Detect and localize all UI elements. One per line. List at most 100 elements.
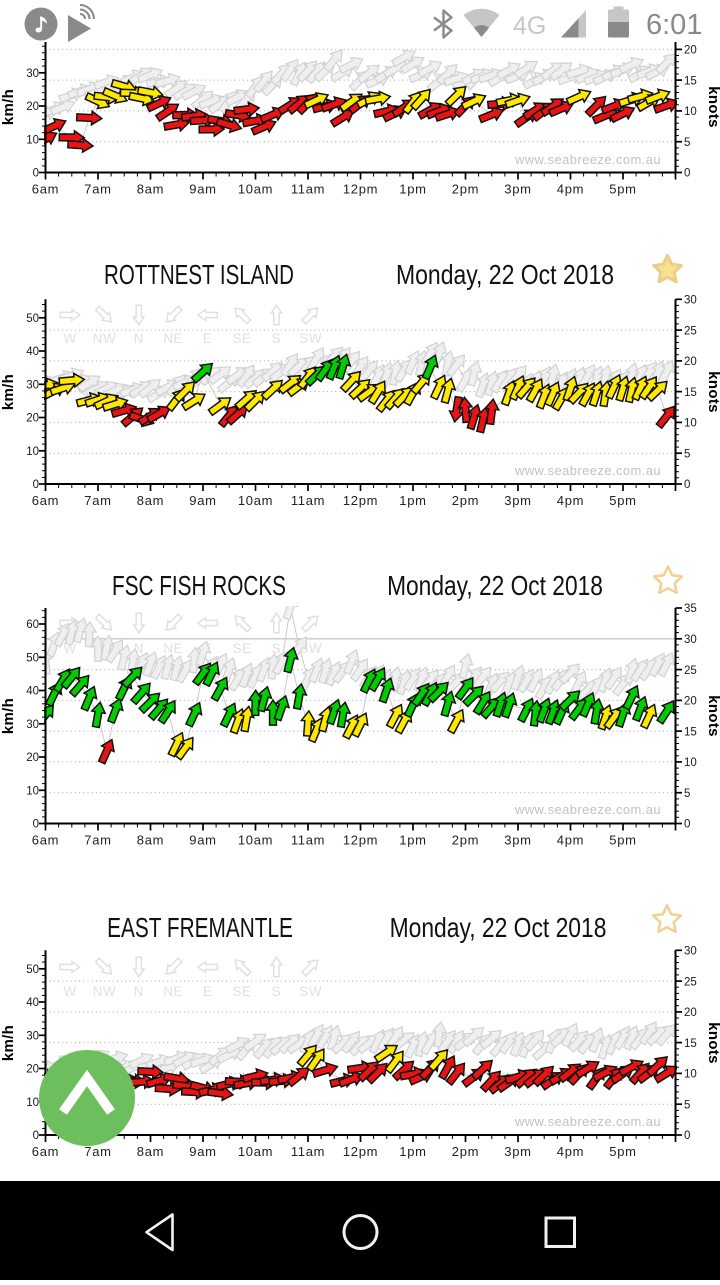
svg-text:0: 0 — [33, 168, 39, 180]
svg-text:2pm: 2pm — [452, 833, 479, 848]
svg-text:NE: NE — [163, 984, 183, 999]
svg-text:11am: 11am — [291, 1144, 325, 1159]
svg-text:5: 5 — [684, 448, 690, 460]
svg-text:20: 20 — [684, 356, 697, 368]
svg-text:20: 20 — [684, 45, 697, 57]
svg-text:50: 50 — [26, 313, 39, 325]
svg-text:40: 40 — [26, 686, 39, 698]
svg-text:3pm: 3pm — [504, 493, 531, 508]
svg-text:10: 10 — [684, 106, 697, 118]
svg-text:6am: 6am — [32, 182, 59, 197]
svg-text:7am: 7am — [84, 833, 111, 848]
svg-text:0: 0 — [33, 1130, 39, 1142]
svg-text:5: 5 — [684, 1099, 690, 1111]
svg-text:0: 0 — [684, 168, 690, 180]
svg-text:30: 30 — [26, 380, 39, 392]
svg-text:W: W — [63, 331, 76, 346]
svg-text:10: 10 — [684, 418, 697, 430]
svg-text:15: 15 — [684, 726, 697, 738]
svg-text:12pm: 12pm — [343, 182, 378, 197]
svg-text:1pm: 1pm — [399, 1144, 426, 1159]
svg-text:2pm: 2pm — [452, 182, 479, 197]
svg-text:1pm: 1pm — [399, 833, 426, 848]
svg-text:35: 35 — [684, 603, 697, 615]
svg-text:N: N — [134, 641, 144, 656]
svg-text:50: 50 — [26, 653, 39, 665]
svg-text:5pm: 5pm — [609, 1144, 636, 1159]
svg-text:4pm: 4pm — [557, 182, 584, 197]
svg-text:7am: 7am — [84, 182, 111, 197]
svg-text:1pm: 1pm — [399, 182, 426, 197]
svg-text:15: 15 — [684, 75, 697, 87]
svg-text:6:01: 6:01 — [646, 9, 702, 41]
svg-text:30: 30 — [684, 634, 697, 646]
svg-text:30: 30 — [26, 68, 39, 80]
svg-text:W: W — [63, 641, 76, 656]
svg-text:9am: 9am — [189, 493, 216, 508]
svg-text:N: N — [134, 984, 144, 999]
svg-text:4G: 4G — [513, 12, 546, 40]
svg-text:Monday, 22 Oct 2018: Monday, 22 Oct 2018 — [396, 260, 614, 291]
svg-text:SE: SE — [232, 331, 251, 346]
svg-text:0: 0 — [684, 819, 690, 831]
svg-text:25: 25 — [684, 325, 697, 337]
svg-text:8am: 8am — [137, 182, 164, 197]
svg-text:10am: 10am — [238, 1144, 273, 1159]
svg-text:4pm: 4pm — [557, 833, 584, 848]
svg-text:2pm: 2pm — [452, 493, 479, 508]
svg-text:5: 5 — [684, 788, 690, 800]
svg-text:www.seabreeze.com.au: www.seabreeze.com.au — [514, 463, 661, 478]
svg-text:20: 20 — [684, 1007, 697, 1019]
svg-text:20: 20 — [26, 1064, 39, 1076]
svg-text:10: 10 — [684, 757, 697, 769]
svg-text:NW: NW — [93, 984, 117, 999]
svg-text:Monday, 22 Oct 2018: Monday, 22 Oct 2018 — [387, 571, 603, 602]
svg-text:8am: 8am — [137, 1144, 164, 1159]
svg-text:NW: NW — [93, 331, 117, 346]
svg-text:W: W — [63, 984, 76, 999]
svg-text:5pm: 5pm — [609, 182, 636, 197]
svg-text:5pm: 5pm — [609, 833, 636, 848]
svg-text:12pm: 12pm — [343, 493, 378, 508]
svg-text:SW: SW — [299, 331, 322, 346]
svg-text:12pm: 12pm — [343, 833, 378, 848]
svg-text:N: N — [134, 331, 144, 346]
svg-text:www.seabreeze.com.au: www.seabreeze.com.au — [514, 152, 661, 167]
svg-text:SW: SW — [299, 984, 322, 999]
svg-text:25: 25 — [684, 665, 697, 677]
svg-text:50: 50 — [26, 964, 39, 976]
svg-text:S: S — [272, 331, 282, 346]
svg-text:NE: NE — [163, 331, 183, 346]
svg-text:10am: 10am — [238, 493, 273, 508]
svg-text:0: 0 — [684, 1130, 690, 1142]
svg-text:15: 15 — [684, 1038, 697, 1050]
svg-text:www.seabreeze.com.au: www.seabreeze.com.au — [514, 802, 661, 817]
svg-text:30: 30 — [684, 946, 697, 958]
svg-text:km/h: km/h — [0, 374, 17, 410]
svg-text:11am: 11am — [291, 493, 325, 508]
svg-text:1pm: 1pm — [399, 493, 426, 508]
svg-text:NE: NE — [163, 641, 183, 656]
svg-text:Monday, 22 Oct 2018: Monday, 22 Oct 2018 — [390, 913, 607, 944]
svg-text:3pm: 3pm — [504, 1144, 531, 1159]
svg-text:6am: 6am — [32, 833, 59, 848]
svg-text:30: 30 — [26, 1031, 39, 1043]
svg-text:8am: 8am — [137, 493, 164, 508]
svg-text:10: 10 — [684, 1069, 697, 1081]
svg-text:40: 40 — [26, 346, 39, 358]
svg-text:11am: 11am — [291, 833, 325, 848]
svg-text:7am: 7am — [84, 1144, 111, 1159]
svg-text:E: E — [203, 984, 213, 999]
svg-text:S: S — [272, 641, 282, 656]
svg-text:10: 10 — [26, 446, 39, 458]
svg-text:knots: knots — [705, 371, 720, 413]
svg-text:4pm: 4pm — [557, 493, 584, 508]
svg-text:30: 30 — [26, 719, 39, 731]
svg-text:15: 15 — [684, 387, 697, 399]
svg-text:40: 40 — [26, 997, 39, 1009]
svg-text:km/h: km/h — [0, 1025, 17, 1061]
svg-text:6am: 6am — [32, 1144, 59, 1159]
svg-text:knots: knots — [705, 695, 720, 737]
svg-text:10: 10 — [26, 135, 39, 147]
svg-text:7am: 7am — [84, 493, 111, 508]
